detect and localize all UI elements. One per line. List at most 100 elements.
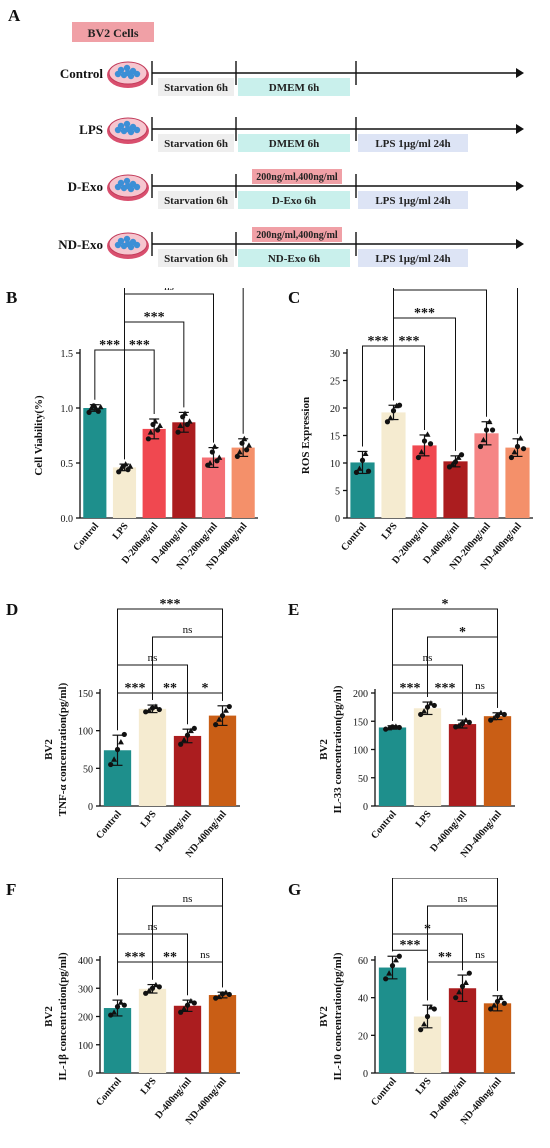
data-point xyxy=(497,994,504,1001)
timeline-arrow xyxy=(516,124,524,134)
bar-2 xyxy=(173,735,202,806)
sig-label: *** xyxy=(435,681,456,696)
data-point xyxy=(517,435,524,441)
bar-2 xyxy=(173,1005,202,1073)
step-box-1 xyxy=(238,249,350,267)
data-point xyxy=(421,708,428,714)
data-point xyxy=(386,970,393,976)
sig-bracket xyxy=(462,692,498,716)
x-tick-label-0: Control xyxy=(339,521,369,554)
bar-1 xyxy=(413,708,442,806)
cell-dot xyxy=(114,241,122,249)
row-label-2: D-Exo xyxy=(68,179,103,194)
data-point xyxy=(236,449,243,455)
row-label-0: Control xyxy=(60,66,103,81)
data-point xyxy=(449,461,456,467)
data-point xyxy=(480,436,487,443)
data-point xyxy=(491,1002,498,1008)
data-point xyxy=(453,995,459,1001)
y-axis-label-top: BV2 xyxy=(318,1006,330,1027)
sig-label: ns xyxy=(458,893,468,905)
x-tick-label-1: LPS xyxy=(414,809,434,830)
y-tick-label: 25 xyxy=(330,377,340,388)
data-point xyxy=(152,703,159,709)
data-point xyxy=(427,441,434,447)
chart-il10: 0 20 40 60 BV2 IL-10 concentration(pg/ml) Cont… xyxy=(318,878,515,1127)
data-point xyxy=(353,469,360,475)
data-point xyxy=(184,732,191,738)
data-point xyxy=(508,454,515,461)
chart-tnf-alpha: 0 50 100 150 BV2 TNF-α concentration(pg/ml) Co… xyxy=(43,598,240,860)
sig-label: ns xyxy=(475,949,485,961)
cell-dot xyxy=(123,64,131,72)
data-point xyxy=(86,409,92,415)
dose-box xyxy=(252,169,342,184)
data-point xyxy=(216,454,223,460)
step-box-2 xyxy=(358,134,468,152)
sig-bracket xyxy=(187,961,223,996)
step-box-0 xyxy=(158,249,234,267)
sig-bracket xyxy=(117,878,223,996)
step-label-1: D-Exo 6h xyxy=(272,195,316,207)
bar-0 xyxy=(378,727,407,806)
data-point xyxy=(418,1027,424,1033)
data-point xyxy=(245,442,252,448)
panel-letter-d: D xyxy=(6,600,19,619)
step-box-0 xyxy=(158,191,234,209)
bar-1 xyxy=(112,467,137,518)
y-axis-label: Cell Viability(%) xyxy=(33,395,45,476)
sig-bracket xyxy=(124,288,244,460)
y-tick-label: 100 xyxy=(353,746,368,757)
data-point xyxy=(88,405,95,411)
sig-label: *** xyxy=(400,681,421,696)
data-point xyxy=(486,418,493,425)
data-point xyxy=(191,725,197,732)
bar-5 xyxy=(505,447,530,518)
y-axis-label-top: BV2 xyxy=(43,1006,55,1027)
sig-label: *** xyxy=(399,334,420,349)
row-label-1: LPS xyxy=(79,122,103,137)
step-label-2: LPS 1μg/ml 24h xyxy=(375,195,450,207)
x-tick-label-0: Control xyxy=(94,1076,124,1109)
data-point xyxy=(431,702,437,709)
bar-3 xyxy=(483,1003,512,1073)
data-point xyxy=(156,422,163,428)
data-point xyxy=(97,403,104,410)
data-point xyxy=(114,1004,121,1010)
x-tick-label-1: LPS xyxy=(414,1076,434,1097)
cell-dot xyxy=(124,69,132,77)
y-axis-label-top: BV2 xyxy=(43,739,55,760)
y-tick-label: 0.5 xyxy=(61,459,74,470)
data-point xyxy=(122,461,129,467)
y-tick-label: 50 xyxy=(358,774,368,785)
y-tick-label: 200 xyxy=(78,1013,93,1024)
data-point xyxy=(95,408,101,414)
data-point xyxy=(191,1000,197,1006)
y-tick-label: 20 xyxy=(330,404,340,415)
bar-2 xyxy=(142,428,166,518)
data-point xyxy=(383,976,389,982)
data-point xyxy=(421,438,428,444)
step-label-0: Starvation 6h xyxy=(164,195,228,207)
sig-label: ns xyxy=(183,624,193,636)
sig-label: *** xyxy=(368,334,389,349)
data-point xyxy=(494,998,501,1005)
sig-label: *** xyxy=(160,598,181,612)
data-point xyxy=(453,724,459,730)
bar-3 xyxy=(208,995,237,1073)
sig-bracket xyxy=(393,289,487,417)
data-point xyxy=(424,1013,431,1020)
data-point xyxy=(209,449,215,455)
data-point xyxy=(213,722,219,728)
data-point xyxy=(466,719,472,725)
x-tick-label-0: Control xyxy=(369,809,399,842)
data-point xyxy=(511,449,518,455)
data-point xyxy=(424,704,431,710)
data-point xyxy=(356,465,363,471)
y-tick-label: 40 xyxy=(358,994,368,1005)
bar-2 xyxy=(448,724,477,806)
bar-5 xyxy=(231,447,255,518)
bv2-cells-box xyxy=(72,22,154,42)
data-point xyxy=(121,1002,127,1008)
